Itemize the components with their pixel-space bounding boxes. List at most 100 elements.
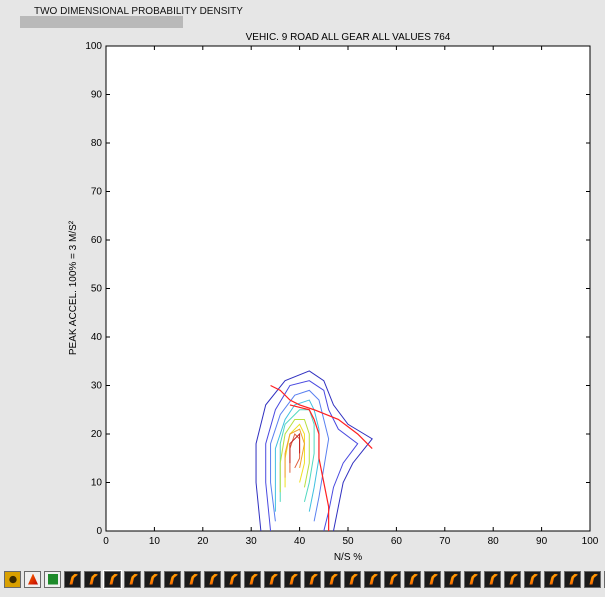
contour-line-10 [289,432,301,464]
x-tick-label: 10 [149,536,161,547]
matlab-figure-icon [169,573,178,585]
x-tick-label: 20 [197,536,209,547]
matlab-figure-icon [48,573,58,585]
taskbar-button-6[interactable] [103,569,122,589]
taskbar-button-16[interactable] [304,570,321,588]
taskbar-button-19[interactable] [364,570,381,588]
y-tick-label: 0 [96,526,102,537]
taskbar-button-3[interactable] [44,570,61,588]
y-axis-label: PEAK ACCEL. 100% = 3 M/S² [68,220,79,355]
x-tick-label: 90 [536,536,548,547]
taskbar-button-17[interactable] [324,570,341,588]
matlab-figure-icon [509,573,518,585]
matlab-figure-icon [129,573,138,585]
y-tick-label: 60 [91,235,103,246]
taskbar-button-25[interactable] [484,570,501,588]
matlab-figure-icon [89,573,98,585]
taskbar-button-27[interactable] [524,570,541,588]
taskbar-button-20[interactable] [384,570,401,588]
y-tick-label: 50 [91,284,103,295]
y-tick-label: 100 [85,41,102,52]
y-tick-label: 80 [91,138,103,149]
matlab-figure-icon [569,573,578,585]
trend-line-2 [289,404,330,531]
matlab-figure-icon [489,573,498,585]
taskbar-button-22[interactable] [424,570,441,588]
matlab-figure-icon [69,573,78,585]
x-tick-label: 0 [103,536,109,547]
taskbar-button-7[interactable] [124,570,141,588]
x-axis-label: N/S % [334,552,362,563]
matlab-figure-icon [249,573,258,585]
taskbar-button-10[interactable] [184,570,201,588]
taskbar-button-28[interactable] [544,570,561,588]
taskbar-button-15[interactable] [284,570,301,588]
matlab-figure-icon [229,573,238,585]
taskbar-toolbar [0,568,605,590]
taskbar-button-23[interactable] [444,570,461,588]
contour-line-5 [279,409,315,503]
contour-line-4 [274,399,320,512]
matlab-figure-icon [289,573,298,585]
taskbar-button-18[interactable] [344,570,361,588]
matlab-figure-icon [589,573,598,585]
x-tick-label: 40 [294,536,306,547]
matlab-figure-icon [349,573,358,585]
y-tick-label: 10 [91,478,103,489]
taskbar-button-8[interactable] [144,570,161,588]
contour-lines [255,370,373,532]
y-tick-label: 90 [91,90,103,101]
taskbar-button-24[interactable] [464,570,481,588]
window-title: TWO DIMENSIONAL PROBABILITY DENSITY [34,6,243,17]
taskbar-button-26[interactable] [504,570,521,588]
matlab-figure-icon [549,573,558,585]
taskbar-button-13[interactable] [244,570,261,588]
x-tick-label: 30 [246,536,258,547]
taskbar-button-9[interactable] [164,570,181,588]
matlab-figure-icon [409,573,418,585]
taskbar-button-12[interactable] [224,570,241,588]
matlab-figure-icon [309,573,318,585]
matlab-figure-icon [209,573,218,585]
taskbar-button-29[interactable] [564,570,581,588]
y-tick-label: 40 [91,332,103,343]
taskbar-button-14[interactable] [264,570,281,588]
matlab-figure-icon [269,573,278,585]
matlab-figure-icon [189,573,198,585]
contour-line-8 [284,428,305,478]
matlab-figure-icon [389,573,398,585]
matlab-figure-icon [369,573,378,585]
y-tick-label: 30 [91,381,103,392]
matlab-figure-icon [28,573,38,585]
matlab-figure-icon [9,575,17,584]
chart-title: VEHIC. 9 ROAD ALL GEAR ALL VALUES 764 [246,32,451,43]
trend-lines [270,384,373,531]
matlab-figure-icon [109,573,118,585]
x-tick-label: 50 [342,536,354,547]
y-tick-label: 70 [91,187,103,198]
matlab-figure-icon [149,573,158,585]
contour-line-1 [255,370,373,532]
title-progress-bar [20,16,183,28]
taskbar-button-1[interactable] [4,570,21,588]
taskbar-button-4[interactable] [64,570,81,588]
matlab-figure-icon [449,573,458,585]
x-tick-label: 60 [391,536,403,547]
taskbar-button-21[interactable] [404,570,421,588]
contour-line-6 [279,418,310,493]
contour-line-2 [265,380,359,532]
taskbar-button-11[interactable] [204,570,221,588]
taskbar-button-5[interactable] [84,570,101,588]
taskbar-button-2[interactable] [24,570,41,588]
axis-ticks: 0 10 20 30 40 50 60 70 80 90 100 0 10 20 30 40 50 60 70 80 9… [85,41,598,547]
matlab-figure-icon [529,573,538,585]
taskbar-button-30[interactable] [584,570,601,588]
y-tick-label: 20 [91,429,103,440]
matlab-figure-icon [469,573,478,585]
x-tick-label: 80 [488,536,500,547]
contour-line-3 [270,389,330,522]
x-tick-label: 70 [439,536,451,547]
x-tick-label: 100 [582,536,599,547]
matlab-figure-icon [329,573,338,585]
